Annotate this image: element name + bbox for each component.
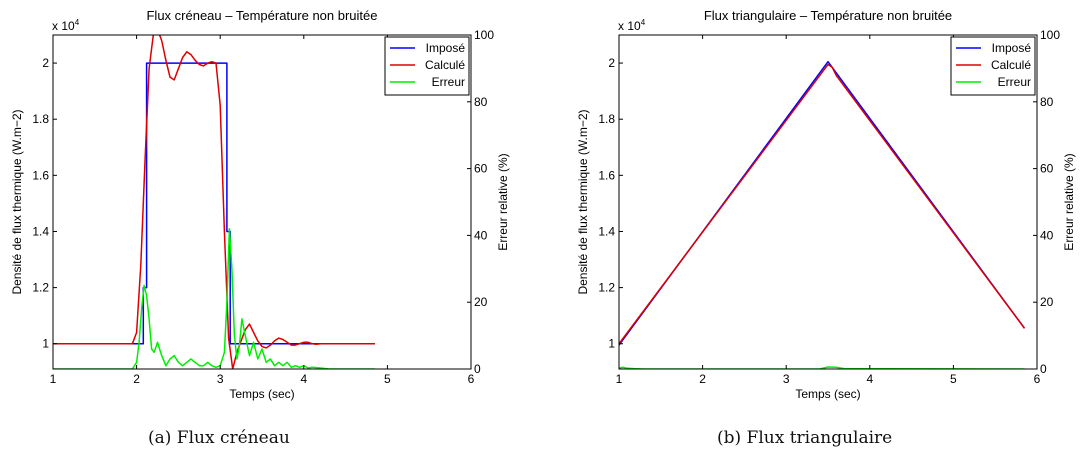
- legend: Imposé Calculé Erreur: [950, 36, 1036, 96]
- axes-frame: [52, 34, 472, 370]
- x-tick-label: 3: [217, 372, 224, 386]
- y2-axis-label: Erreur relative (%): [1062, 153, 1076, 250]
- x-tick-label: 6: [468, 372, 475, 386]
- legend-box: [950, 36, 1036, 96]
- caption-b: (b) Flux triangulaire: [717, 428, 893, 448]
- legend-label: Erreur: [432, 75, 465, 89]
- legend-box: [384, 36, 470, 96]
- x-tick-label: 4: [300, 372, 307, 386]
- legend-label: Erreur: [998, 75, 1031, 89]
- series-line-2: [53, 35, 375, 369]
- y2-tick-label: 0: [1040, 362, 1047, 376]
- y-axis-label: Densité de flux thermique (W.m−2): [576, 109, 590, 294]
- y-tick-label: 1: [42, 337, 49, 351]
- y2-tick-label: 100: [1040, 28, 1060, 42]
- x-axis-label: Temps (sec): [795, 387, 860, 401]
- x-tick-label: 2: [699, 372, 706, 386]
- legend-label: Calculé: [991, 58, 1031, 72]
- series-line-3: [619, 366, 1025, 369]
- x-axis-label: Temps (sec): [229, 387, 294, 401]
- y-tick-label: 1.4: [32, 224, 49, 238]
- y-exponent-label: x 104: [52, 18, 80, 33]
- y-axis-label: Densité de flux thermique (W.m−2): [10, 109, 24, 294]
- y2-tick-label: 80: [1040, 95, 1054, 109]
- x-tick-label: 1: [616, 372, 623, 386]
- y-tick-label: 1.2: [32, 281, 49, 295]
- axes-frame: [618, 34, 1038, 370]
- x-tick-label: 3: [783, 372, 790, 386]
- x-tick-label: 5: [384, 372, 391, 386]
- x-tick-label: 4: [866, 372, 873, 386]
- y2-tick-label: 40: [1040, 228, 1054, 242]
- legend-label: Imposé: [426, 41, 466, 55]
- y2-tick-label: 100: [474, 28, 494, 42]
- y-tick-label: 1.2: [598, 281, 615, 295]
- y-exponent-label: x 104: [618, 18, 646, 33]
- y-tick-label: 1.8: [32, 112, 49, 126]
- y2-axis-label: Erreur relative (%): [496, 153, 510, 250]
- y2-tick-label: 20: [474, 295, 488, 309]
- chart-title: Flux créneau – Température non bruitée: [146, 8, 377, 23]
- y2-tick-label: 80: [474, 95, 488, 109]
- legend-label: Calculé: [425, 58, 465, 72]
- y-tick-label: 1.6: [32, 168, 49, 182]
- y2-tick-label: 60: [474, 162, 488, 176]
- y-tick-label: 1.6: [598, 168, 615, 182]
- y-tick-label: 1.4: [598, 224, 615, 238]
- x-tick-label: 6: [1034, 372, 1041, 386]
- x-tick-label: 2: [133, 372, 140, 386]
- x-tick-label: 1: [50, 372, 57, 386]
- y-tick-label: 1: [608, 337, 615, 351]
- y-tick-label: 2: [608, 56, 615, 70]
- y-tick-label: 1.8: [598, 112, 615, 126]
- series-line-3: [53, 227, 375, 369]
- legend-label: Imposé: [992, 41, 1032, 55]
- series-line-1: [53, 62, 375, 345]
- caption-a: (a) Flux créneau: [148, 428, 290, 448]
- legend: Imposé Calculé Erreur: [384, 36, 470, 96]
- y2-tick-label: 20: [1040, 295, 1054, 309]
- series-line-2: [619, 63, 1026, 345]
- y2-tick-label: 60: [1040, 162, 1054, 176]
- x-tick-label: 5: [950, 372, 957, 386]
- y2-tick-label: 40: [474, 228, 488, 242]
- y2-tick-label: 0: [474, 362, 481, 376]
- y-tick-label: 2: [42, 56, 49, 70]
- chart-title: Flux triangulaire – Température non brui…: [704, 8, 952, 23]
